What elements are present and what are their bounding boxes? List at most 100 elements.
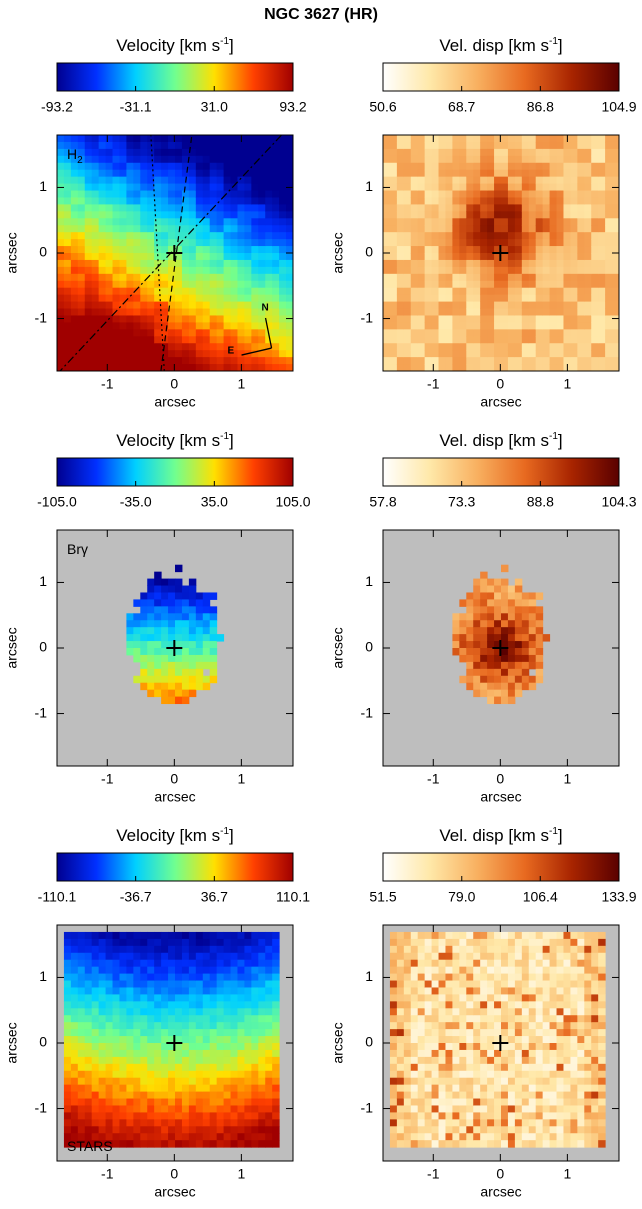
map-cell	[403, 1063, 412, 1072]
map-cell	[161, 1140, 169, 1148]
map-cell	[216, 980, 225, 988]
map-cell	[112, 197, 120, 205]
map-cell	[279, 322, 287, 330]
map-cell	[154, 259, 162, 268]
map-cell	[584, 308, 592, 316]
map-cell	[175, 654, 183, 663]
map-cell	[584, 1049, 592, 1058]
map-cell	[279, 343, 287, 351]
map-cell	[501, 280, 509, 289]
map-cell	[466, 266, 474, 275]
map-cell	[570, 218, 578, 226]
map-cell	[445, 1098, 453, 1106]
y-tick-label: -1	[361, 704, 374, 720]
map-cell	[521, 987, 530, 995]
map-cell	[84, 259, 93, 268]
map-cell	[126, 259, 134, 268]
map-cell	[70, 1056, 79, 1065]
map-cell	[147, 343, 155, 351]
map-cell	[202, 1056, 211, 1065]
map-cell	[265, 183, 273, 192]
map-cell	[466, 301, 474, 310]
map-cell	[105, 218, 114, 226]
map-cell	[168, 966, 176, 975]
map-cell	[431, 938, 440, 947]
map-cell	[542, 204, 551, 212]
map-cell	[570, 1098, 578, 1106]
map-cell	[202, 1001, 211, 1009]
map-cell	[410, 994, 419, 1002]
map-cell	[577, 1036, 585, 1044]
map-cell	[514, 211, 523, 219]
map-cell	[459, 1015, 467, 1023]
map-cell	[507, 141, 516, 150]
map-cell	[272, 1056, 280, 1065]
map-cell	[119, 1140, 127, 1148]
map-cell	[147, 350, 155, 358]
map-cell	[77, 945, 86, 954]
map-cell	[501, 1015, 509, 1023]
title-part: Velocity [km s	[116, 826, 220, 845]
map-cell	[279, 253, 287, 261]
map-cell	[598, 190, 606, 198]
map-cell	[452, 211, 460, 219]
map-cell	[112, 966, 120, 975]
map-cell	[549, 1105, 558, 1113]
map-cell	[445, 966, 453, 975]
map-cell	[133, 654, 141, 663]
map-cell	[445, 1049, 453, 1058]
map-cell	[528, 350, 537, 358]
map-cell	[272, 945, 280, 954]
map-cell	[542, 1063, 551, 1072]
map-cell	[584, 273, 592, 282]
map-cell	[459, 1126, 467, 1134]
map-cell	[112, 938, 120, 947]
map-cell	[514, 225, 523, 233]
map-cell	[202, 675, 211, 684]
map-cell	[466, 648, 474, 656]
map-cell	[98, 225, 107, 233]
map-cell	[445, 1105, 453, 1113]
map-cell	[438, 1077, 446, 1086]
map-cell	[209, 329, 218, 337]
map-cell	[494, 661, 502, 670]
map-cell	[528, 239, 537, 247]
map-cell	[507, 211, 516, 219]
map-cell	[237, 959, 245, 968]
map-cell	[216, 329, 225, 337]
map-cell	[181, 259, 190, 268]
map-cell	[272, 162, 280, 171]
map-cell	[57, 169, 65, 178]
map-cell	[570, 148, 578, 157]
map-cell	[598, 1133, 606, 1141]
map-cell	[473, 343, 481, 351]
map-cell	[70, 1077, 79, 1086]
map-cell	[556, 1036, 564, 1044]
map-cell	[389, 190, 398, 198]
map-cell	[612, 273, 619, 282]
map-cell	[410, 1001, 419, 1009]
map-cell	[251, 994, 259, 1002]
map-cell	[584, 135, 592, 143]
map-cell	[417, 322, 426, 330]
map-cell	[258, 1063, 266, 1072]
map-cell	[161, 980, 169, 988]
map-cell	[424, 938, 433, 947]
map-cell	[77, 1112, 86, 1120]
map-cell	[237, 1140, 245, 1148]
map-cell	[105, 1049, 114, 1058]
map-cell	[175, 1119, 183, 1127]
map-cell	[542, 183, 551, 192]
map-cell	[223, 343, 232, 351]
map-cell	[84, 329, 93, 337]
map-cell	[175, 634, 183, 642]
map-cell	[514, 1098, 523, 1106]
map-cell	[223, 1126, 232, 1134]
map-cell	[598, 308, 606, 316]
map-cell	[591, 148, 599, 157]
map-cell	[549, 343, 558, 351]
colorbar	[56, 62, 294, 92]
map-cell	[84, 211, 93, 219]
map-cell	[584, 1091, 592, 1100]
map-cell	[175, 661, 183, 670]
